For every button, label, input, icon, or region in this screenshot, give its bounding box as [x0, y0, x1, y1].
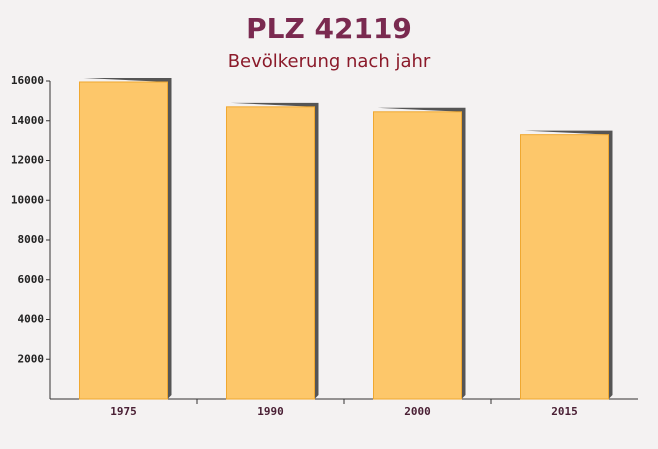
y-tick-label: 10000	[11, 193, 44, 206]
bar	[373, 111, 462, 400]
y-tick-label: 12000	[11, 154, 44, 167]
x-tick-label: 2015	[551, 405, 578, 418]
y-tick-label: 6000	[18, 273, 45, 286]
bar	[520, 134, 609, 400]
y-tick-label: 14000	[11, 114, 44, 127]
x-tick-label: 2000	[404, 405, 431, 418]
chart-subtitle: Bevölkerung nach jahr	[228, 51, 431, 72]
y-tick-label: 8000	[18, 233, 45, 246]
x-tick-label: 1990	[257, 405, 284, 418]
x-tick-label: 1975	[110, 405, 137, 418]
y-tick-label: 2000	[18, 352, 45, 365]
bar	[79, 81, 168, 400]
y-tick-label: 16000	[11, 74, 44, 87]
y-tick-label: 4000	[18, 313, 45, 326]
bar	[226, 106, 315, 400]
chart-title: PLZ 42119	[246, 12, 412, 45]
